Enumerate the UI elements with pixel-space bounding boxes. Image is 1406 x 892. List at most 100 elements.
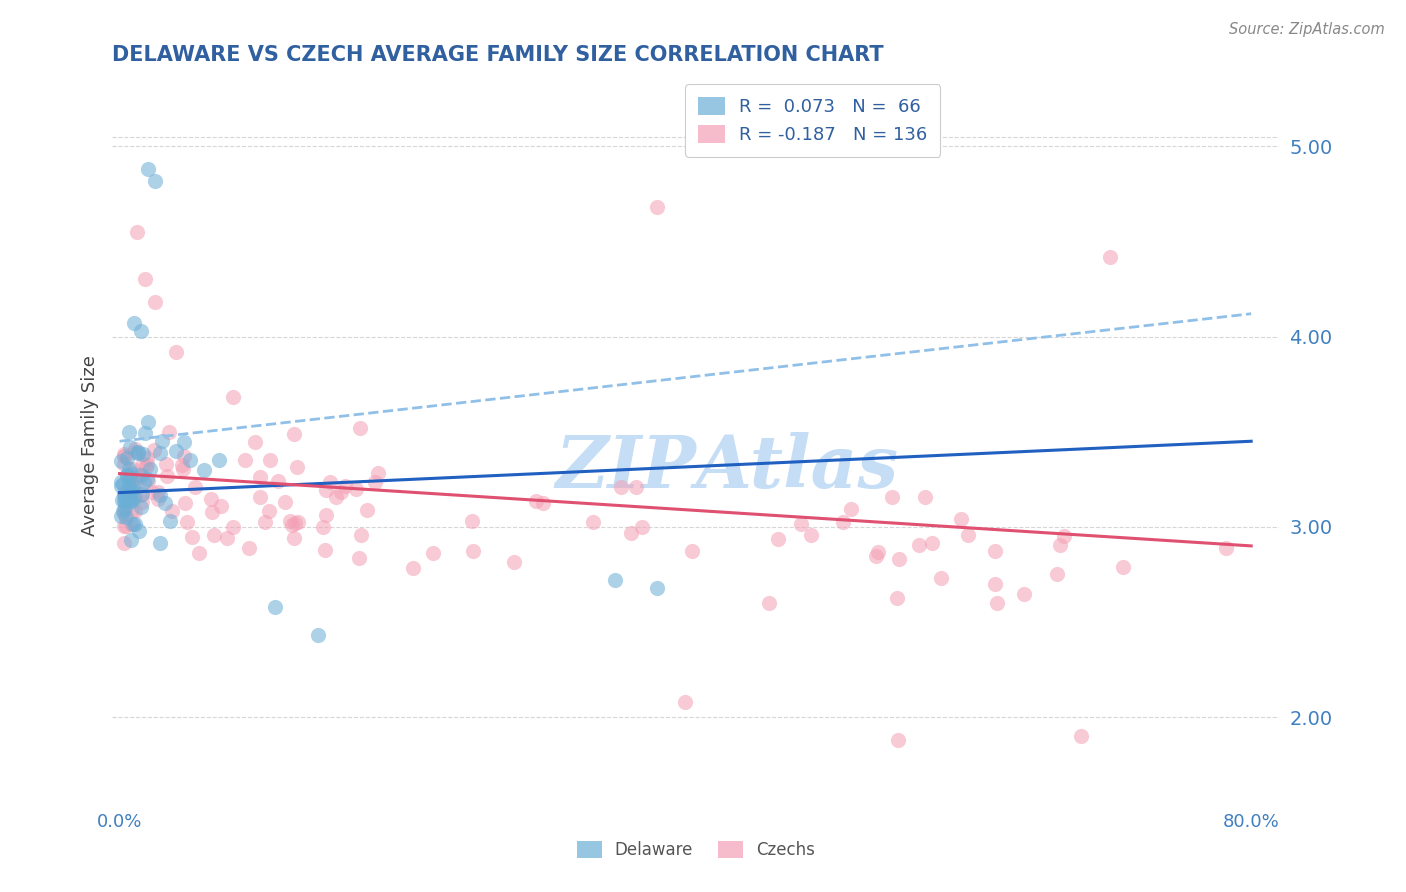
Point: [886, 591, 908, 605]
Point: [1049, 538, 1071, 552]
Point: [118, 462, 141, 476]
Point: [956, 527, 979, 541]
Point: [142, 443, 165, 458]
Point: [176, 515, 198, 529]
Point: [330, 484, 353, 499]
Point: [319, 475, 342, 490]
Point: [117, 486, 139, 500]
Point: [110, 454, 132, 468]
Point: [257, 504, 280, 518]
Point: [173, 449, 195, 463]
Point: [111, 493, 134, 508]
Point: [249, 469, 271, 483]
Point: [131, 495, 153, 509]
Point: [120, 475, 142, 489]
Point: [117, 468, 139, 483]
Point: [124, 489, 146, 503]
Point: [193, 463, 215, 477]
Point: [121, 479, 143, 493]
Point: [122, 462, 145, 476]
Point: [217, 531, 239, 545]
Point: [273, 495, 295, 509]
Point: [118, 493, 141, 508]
Point: [136, 451, 159, 466]
Point: [110, 479, 132, 493]
Point: [125, 470, 148, 484]
Point: [222, 391, 245, 405]
Point: [114, 449, 136, 463]
Point: [114, 489, 136, 503]
Point: [115, 451, 138, 466]
Point: [285, 460, 308, 475]
Point: [111, 503, 134, 517]
Point: [839, 502, 862, 516]
Point: [112, 518, 135, 533]
Point: [188, 546, 211, 560]
Point: [136, 162, 159, 177]
Point: [160, 504, 183, 518]
Point: [120, 491, 142, 506]
Y-axis label: Average Family Size: Average Family Size: [80, 356, 98, 536]
Point: [110, 509, 132, 524]
Point: [609, 480, 631, 494]
Point: [112, 476, 135, 491]
Point: [267, 474, 290, 488]
Point: [132, 447, 155, 461]
Point: [202, 528, 225, 542]
Point: [886, 733, 908, 747]
Point: [135, 460, 157, 475]
Point: [146, 491, 169, 506]
Point: [110, 475, 132, 490]
Point: [344, 482, 367, 496]
Point: [207, 453, 229, 467]
Point: [124, 445, 146, 459]
Point: [112, 503, 135, 517]
Point: [122, 517, 145, 532]
Point: [153, 496, 176, 510]
Point: [1112, 560, 1135, 574]
Point: [132, 458, 155, 472]
Point: [159, 514, 181, 528]
Point: [149, 536, 172, 550]
Point: [1098, 250, 1121, 264]
Point: [129, 324, 152, 338]
Point: [1053, 529, 1076, 543]
Point: [280, 518, 302, 533]
Point: [238, 541, 260, 556]
Point: [129, 488, 152, 502]
Point: [526, 494, 548, 508]
Point: [135, 457, 157, 471]
Point: [112, 449, 135, 463]
Point: [128, 524, 150, 538]
Point: [333, 478, 356, 492]
Point: [887, 552, 910, 566]
Point: [136, 474, 159, 488]
Point: [149, 488, 172, 502]
Point: [312, 520, 335, 534]
Point: [139, 462, 162, 476]
Point: [908, 538, 931, 552]
Point: [350, 528, 373, 542]
Point: [141, 485, 163, 500]
Point: [143, 295, 166, 310]
Point: [127, 445, 149, 459]
Point: [134, 272, 156, 286]
Point: [315, 508, 337, 522]
Point: [120, 483, 142, 497]
Point: [307, 628, 329, 642]
Point: [929, 571, 952, 585]
Point: [284, 516, 307, 530]
Legend: Delaware, Czechs: Delaware, Czechs: [569, 834, 823, 866]
Point: [681, 544, 703, 558]
Point: [115, 510, 138, 524]
Point: [983, 544, 1005, 558]
Point: [118, 471, 141, 485]
Point: [181, 530, 204, 544]
Point: [1070, 729, 1092, 743]
Point: [157, 425, 180, 439]
Point: [114, 501, 136, 516]
Point: [986, 596, 1008, 610]
Point: [201, 506, 224, 520]
Point: [356, 503, 378, 517]
Point: [233, 453, 256, 467]
